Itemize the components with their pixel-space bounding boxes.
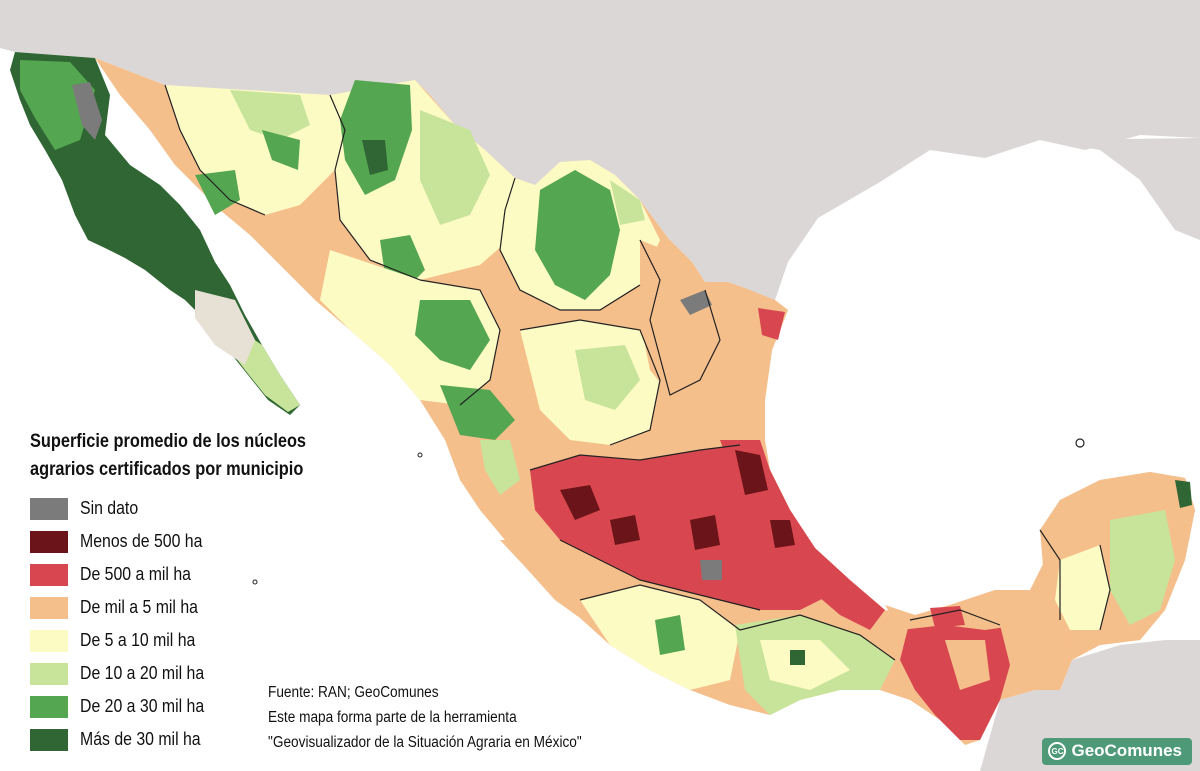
legend-label: De 10 a 20 mil ha [80, 663, 205, 683]
legend-item: Sin dato [30, 492, 370, 525]
credits: Fuente: RAN; GeoComunes Este mapa forma … [268, 680, 582, 755]
yucatan-yellow [1055, 545, 1110, 630]
chihuahua-green [340, 80, 412, 195]
usa-land [0, 0, 1200, 300]
legend-label: Sin dato [80, 498, 139, 518]
tabasco-red [930, 606, 965, 628]
zacatecas-lightgreen [575, 345, 640, 410]
coahuila-lightgreen [610, 180, 645, 225]
legend-title-line1: Superficie promedio de los núcleos [30, 431, 307, 452]
chihuahua-lightgreen [420, 110, 490, 225]
central-dark1 [560, 485, 600, 520]
baja-gray [195, 290, 255, 365]
legend-item: De 20 a 30 mil ha [30, 690, 370, 723]
geocomunes-logo: GC GeoComunes [1042, 738, 1192, 765]
yucatan-lightgreen [1110, 510, 1175, 625]
sonora-green3 [262, 130, 300, 170]
legend-swatch [30, 695, 68, 718]
nuevoleon-gray [680, 290, 712, 315]
legend-title-line2: agrarios certificados por municipio [30, 459, 304, 480]
legend-item: De 10 a 20 mil ha [30, 657, 370, 690]
legend-label: De 500 a mil ha [80, 564, 191, 584]
legend-label: De mil a 5 mil ha [80, 597, 198, 617]
legend-item: Más de 30 mil ha [30, 723, 370, 756]
central-dark2 [735, 450, 768, 495]
baja-gray2 [72, 82, 102, 140]
legend-item: Menos de 500 ha [30, 525, 370, 558]
central-dark4 [690, 515, 720, 550]
sonora-green2 [195, 170, 240, 215]
legend: Superficie promedio de los núcleos agrar… [30, 428, 370, 756]
legend-swatch [30, 530, 68, 553]
legend-item: De mil a 5 mil ha [30, 591, 370, 624]
legend-label: Más de 30 mil ha [80, 729, 201, 749]
chiapas-red [900, 610, 1010, 740]
legend-items: Sin dato Menos de 500 ha De 500 a mil ha De… [30, 492, 370, 756]
island [1075, 438, 1085, 448]
central-dark5 [770, 520, 795, 548]
island [252, 579, 258, 585]
tamaulipas-red [758, 308, 785, 340]
state-borders [164, 84, 1111, 661]
geocomunes-icon: GC [1048, 742, 1067, 760]
credits-line2: Este mapa forma parte de la herramienta [268, 709, 517, 726]
durango-green [415, 300, 490, 370]
geocomunes-name: GeoComunes [1071, 741, 1182, 760]
yucatan-dark [1175, 480, 1192, 508]
chihuahua-dark [362, 140, 388, 175]
legend-swatch [30, 728, 68, 751]
central-dark3 [610, 515, 640, 545]
legend-swatch [30, 563, 68, 586]
legend-label: Menos de 500 ha [80, 531, 203, 551]
credits-source: Fuente: RAN; GeoComunes [268, 684, 439, 701]
sonora-green [230, 90, 310, 140]
island [417, 452, 423, 458]
legend-label: De 20 a 30 mil ha [80, 696, 205, 716]
legend-item: De 500 a mil ha [30, 558, 370, 591]
legend-label: De 5 a 10 mil ha [80, 630, 196, 650]
guerrero-green [655, 615, 685, 655]
coahuila-green [535, 170, 620, 300]
florida-land [1040, 138, 1200, 240]
baja-mid [20, 60, 95, 150]
chiapas-orange [945, 640, 990, 690]
legend-item: De 5 a 10 mil ha [30, 624, 370, 657]
sinaloa-green [440, 385, 515, 440]
legend-swatch [30, 596, 68, 619]
credits-line3: "Geovisualizador de la Situación Agraria… [268, 734, 582, 751]
legend-swatch [30, 497, 68, 520]
central-gray [700, 560, 722, 580]
durango-yellow [320, 250, 500, 405]
oaxaca-dark [790, 650, 805, 665]
legend-swatch [30, 662, 68, 685]
legend-swatch [30, 629, 68, 652]
nayarit-lightgreen [480, 440, 520, 495]
